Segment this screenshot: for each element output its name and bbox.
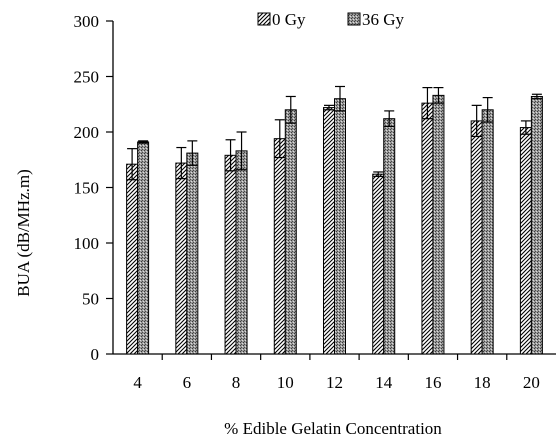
bar-36-gy-16: [432, 94, 445, 355]
legend-item-0-gy: 0 Gy: [257, 10, 306, 29]
legend-item-36-gy: 36 Gy: [347, 10, 405, 29]
y-tick-label: 0: [91, 345, 100, 364]
x-tick-label: 16: [424, 373, 441, 392]
x-axis: 4 6 8 10 12 14 16 18 20: [113, 353, 556, 392]
legend-swatch-36-gy: [347, 12, 361, 26]
x-axis-title: % Edible Gelatin Concentration: [224, 419, 442, 438]
legend-label-36-gy: 36 Gy: [362, 10, 405, 29]
y-axis: 0 50 100 150 200 250 300: [74, 12, 114, 364]
bars: [126, 94, 543, 355]
bar-0-gy-8: [224, 154, 237, 355]
x-tick-label: 6: [183, 373, 192, 392]
legend: 0 Gy 36 Gy: [257, 10, 405, 29]
y-tick-label: 150: [74, 179, 100, 198]
bar-36-gy-10: [284, 109, 297, 355]
bar-0-gy-4: [126, 163, 139, 355]
y-axis-title: BUA (dB/MHz.m): [14, 169, 33, 297]
x-tick-label: 8: [232, 373, 241, 392]
error-bars: [127, 85, 542, 181]
legend-swatch-0-gy: [257, 12, 271, 26]
bar-36-gy-4: [137, 141, 150, 355]
bar-0-gy-16: [421, 102, 434, 355]
y-tick-label: 50: [82, 290, 99, 309]
bar-0-gy-12: [323, 107, 335, 355]
y-tick-label: 300: [74, 12, 100, 31]
bar-36-gy-14: [383, 118, 396, 355]
bar-0-gy-14: [372, 173, 385, 355]
y-tick-label: 100: [74, 234, 100, 253]
x-tick-label: 14: [375, 373, 393, 392]
bar-0-gy-6: [175, 162, 188, 355]
bar-0-gy-20: [519, 127, 532, 355]
x-tick-label: 18: [474, 373, 491, 392]
y-tick-label: 250: [74, 68, 100, 87]
y-tick-label: 200: [74, 123, 100, 142]
bar-36-gy-6: [186, 152, 199, 355]
bar-36-gy-18: [481, 109, 494, 355]
bar-36-gy-20: [530, 95, 543, 355]
x-tick-label: 10: [277, 373, 294, 392]
x-tick-label: 20: [523, 373, 540, 392]
x-tick-label: 12: [326, 373, 343, 392]
x-tick-label: 4: [133, 373, 142, 392]
bar-36-gy-12: [334, 98, 346, 355]
bar-0-gy-10: [273, 138, 286, 355]
bar-36-gy-8: [235, 150, 248, 355]
bar-0-gy-18: [470, 120, 483, 355]
legend-label-0-gy: 0 Gy: [272, 10, 306, 29]
